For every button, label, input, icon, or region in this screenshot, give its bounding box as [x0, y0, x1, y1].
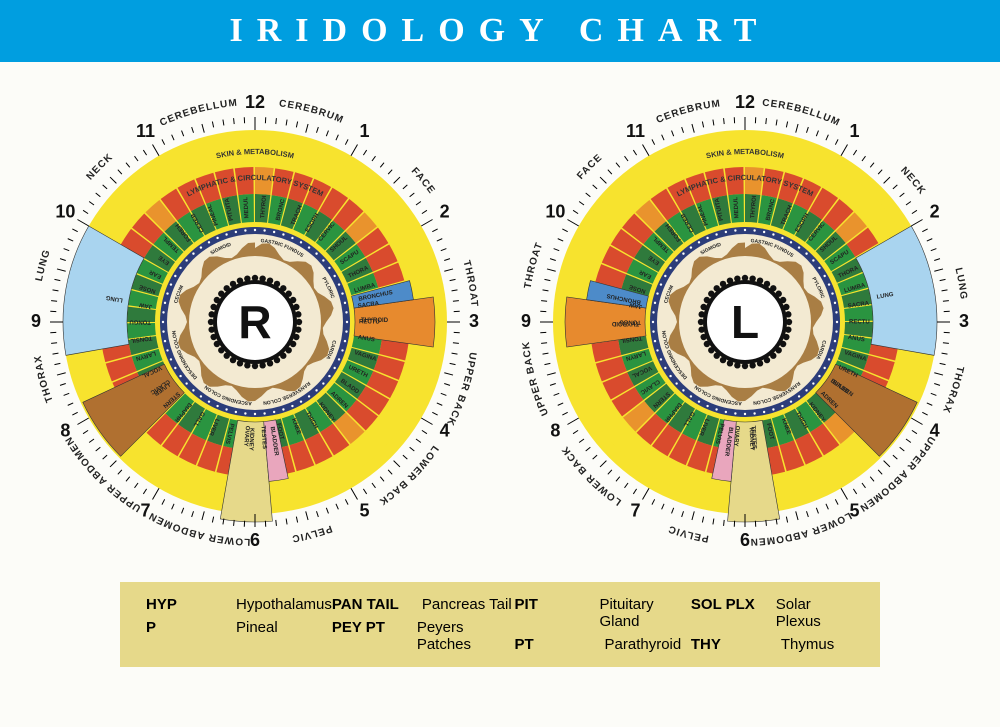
- svg-text:10: 10: [545, 201, 565, 221]
- svg-text:LUNG: LUNG: [34, 248, 53, 282]
- legend-abbr: PT: [515, 636, 587, 653]
- legend-row: P Pineal: [146, 619, 332, 636]
- svg-text:12: 12: [245, 92, 265, 112]
- svg-text:6: 6: [740, 530, 750, 550]
- svg-text:PELVIC: PELVIC: [290, 522, 333, 543]
- legend-abbr: PAN TAIL: [332, 596, 404, 613]
- svg-text:UPPER BACK: UPPER BACK: [521, 340, 551, 417]
- svg-text:3: 3: [959, 311, 969, 331]
- legend-row: PEY PT Peyers Patches: [332, 619, 515, 653]
- svg-text:12: 12: [735, 92, 755, 112]
- legend-abbr: SOL PLX: [691, 596, 758, 630]
- svg-text:FACE: FACE: [409, 166, 437, 197]
- svg-text:9: 9: [521, 311, 531, 331]
- svg-text:NECK: NECK: [898, 165, 927, 197]
- legend-abbr: PEY PT: [332, 619, 399, 653]
- chart-title: IRIDOLOGY CHART: [230, 12, 771, 50]
- legend-abbr: THY: [691, 636, 763, 653]
- svg-text:8: 8: [550, 420, 560, 440]
- left-eye-chart: L121234567891011CEREBELLUMNECKLUNGTHORAX…: [515, 82, 975, 562]
- svg-text:UPPER BACK: UPPER BACK: [444, 351, 478, 427]
- svg-text:CEREBELLUM: CEREBELLUM: [762, 98, 842, 129]
- svg-text:2: 2: [930, 201, 940, 221]
- right-eye-chart: R121234567891011CEREBRUMFACETHROATUPPER …: [25, 82, 485, 562]
- legend-full: Pancreas Tail: [422, 596, 512, 613]
- legend-abbr: P: [146, 619, 218, 636]
- legend-box: HYP Hypothalamus P Pineal PAN TAIL Pancreas T…: [120, 582, 880, 667]
- legend-row: PT Parathyroid: [515, 636, 691, 653]
- svg-text:11: 11: [626, 121, 645, 141]
- svg-text:THORAX: THORAX: [940, 365, 965, 415]
- legend-row: THY Thymus: [691, 636, 854, 653]
- svg-text:L: L: [731, 296, 759, 348]
- svg-text:LUNG: LUNG: [952, 267, 968, 301]
- legend-full: Thymus: [781, 636, 834, 653]
- legend-full: Hypothalamus: [236, 596, 332, 613]
- svg-text:3: 3: [469, 311, 479, 331]
- svg-text:CEREBRUM: CEREBRUM: [278, 98, 345, 126]
- svg-text:THORAX: THORAX: [33, 354, 56, 404]
- svg-text:KIDNEY: KIDNEY: [247, 428, 254, 451]
- legend-full: Parathyroid: [605, 636, 682, 653]
- legend-abbr: HYP: [146, 596, 218, 613]
- legend-row: HYP Hypothalamus: [146, 596, 332, 613]
- svg-text:10: 10: [55, 201, 75, 221]
- svg-text:KIDNEY: KIDNEY: [748, 428, 755, 451]
- svg-text:6: 6: [250, 530, 260, 550]
- svg-text:11: 11: [136, 121, 155, 141]
- svg-text:R: R: [238, 296, 271, 348]
- legend-full: Pituitary Gland: [599, 596, 690, 630]
- svg-text:THROAT: THROAT: [523, 241, 546, 290]
- svg-text:CEREBELLUM: CEREBELLUM: [158, 98, 238, 129]
- svg-text:PELVIC: PELVIC: [666, 523, 709, 544]
- svg-text:THROAT: THROAT: [461, 259, 480, 308]
- svg-text:CEREBRUM: CEREBRUM: [655, 98, 722, 126]
- svg-text:THYROID: THYROID: [361, 318, 389, 324]
- legend-row: SOL PLX Solar Plexus: [691, 596, 854, 630]
- eye-charts-row: R121234567891011CEREBRUMFACETHROATUPPER …: [0, 62, 1000, 582]
- svg-text:THYROID: THYROID: [611, 320, 639, 326]
- svg-text:1: 1: [359, 121, 369, 141]
- legend-row: PIT Pituitary Gland: [515, 596, 691, 630]
- svg-text:7: 7: [630, 500, 640, 520]
- svg-text:2: 2: [440, 201, 450, 221]
- legend-full: Pineal: [236, 619, 278, 636]
- legend-full: Peyers Patches: [417, 619, 515, 653]
- legend-full: Solar Plexus: [776, 596, 854, 630]
- svg-text:1: 1: [849, 121, 859, 141]
- legend-row: PAN TAIL Pancreas Tail: [332, 596, 515, 613]
- svg-text:9: 9: [31, 311, 41, 331]
- legend-abbr: PIT: [515, 596, 582, 630]
- header-bar: IRIDOLOGY CHART: [0, 0, 1000, 62]
- svg-text:5: 5: [359, 500, 369, 520]
